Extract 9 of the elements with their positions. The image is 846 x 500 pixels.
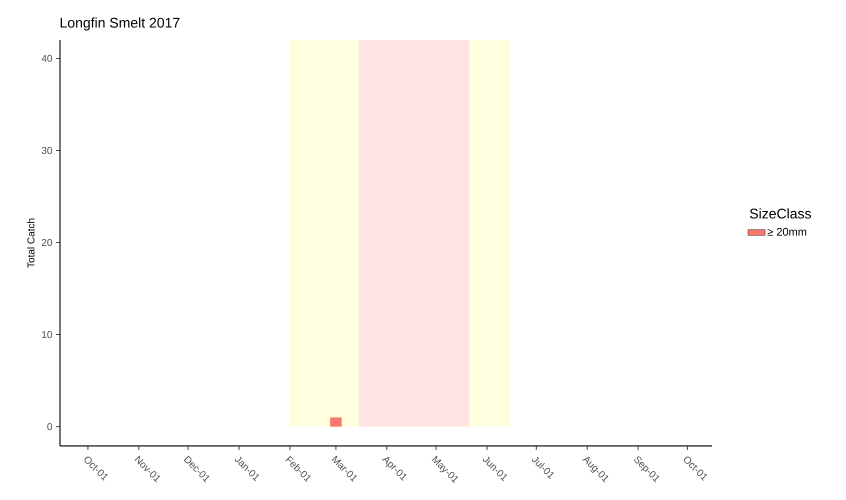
y-tick-label: 40 <box>42 54 52 62</box>
y-tick-label: 10 <box>42 331 52 338</box>
y-tick-label: 30 <box>42 146 52 154</box>
y-tick-label: 0 <box>47 423 52 430</box>
y-tick-label: 20 <box>42 238 52 246</box>
chart-title: Longfin Smelt 2017 <box>60 17 180 30</box>
legend-title: SizeClass <box>750 208 811 219</box>
y-axis-title: Total Catch <box>27 218 34 268</box>
legend-label: ≥ 20mm <box>768 228 806 236</box>
